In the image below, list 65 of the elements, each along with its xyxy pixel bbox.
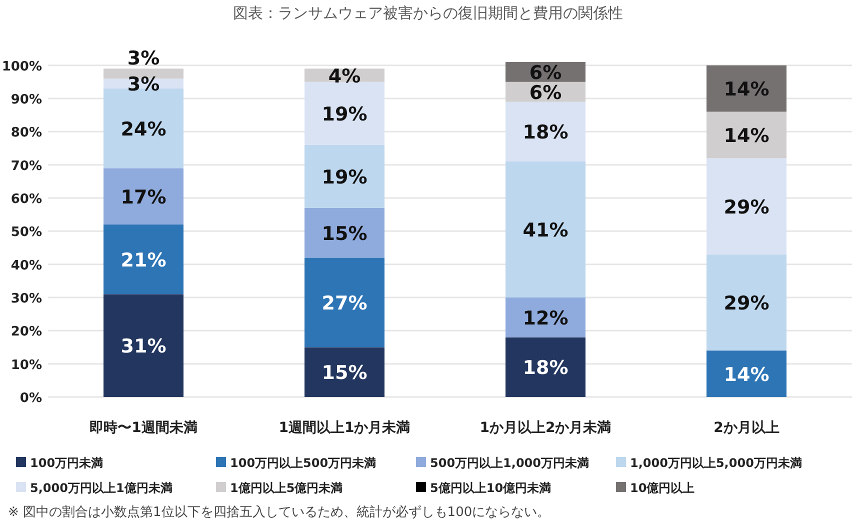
legend-label: 1億円以上5億円未満 xyxy=(230,481,343,495)
legend-label: 100万円未満 xyxy=(30,456,104,470)
legend-label: 5億円以上10億円未満 xyxy=(430,481,552,495)
data-label: 14% xyxy=(724,124,770,147)
bar xyxy=(304,82,384,145)
y-tick-label: 50% xyxy=(10,225,42,240)
data-label: 21% xyxy=(120,249,166,272)
bar xyxy=(104,168,184,225)
legend-label: 1,000万円以上5,000万円未満 xyxy=(630,456,802,470)
data-label: 3% xyxy=(127,74,160,96)
text: ※ 図中の割合は小数点第1位以下を四捨五入しているため、統計が必ずしも100にならない。 xyxy=(8,505,550,520)
x-tick-label: 1週間以上1か月未満 xyxy=(278,420,410,436)
y-tick-label: 80% xyxy=(10,126,42,141)
bar xyxy=(304,144,384,208)
x-tick-label: 1か月以上2か月未満 xyxy=(480,420,612,436)
y-tick-label: 10% xyxy=(10,358,42,373)
bar xyxy=(706,254,786,351)
data-label: 27% xyxy=(322,292,368,314)
bar xyxy=(506,162,586,298)
data-label: 17% xyxy=(120,186,166,208)
bar xyxy=(304,347,384,397)
y-tick-label: 100% xyxy=(2,59,42,74)
legend-label: 10億円以上 xyxy=(630,481,695,495)
y-tick-label: 20% xyxy=(10,324,42,340)
bar xyxy=(706,158,786,254)
data-label: 12% xyxy=(522,307,568,330)
x-tick-label: 即時〜1週間未満 xyxy=(90,420,198,436)
data-label: 15% xyxy=(322,222,368,245)
y-tick-label: 30% xyxy=(10,291,42,306)
data-label: 19% xyxy=(322,166,368,188)
bar xyxy=(104,294,184,397)
data-label: 15% xyxy=(322,362,368,384)
chart-title: 図表：ランサムウェア被害からの復旧期間と費用の関係性 xyxy=(233,4,623,22)
x-tick-label: 2か月以上 xyxy=(714,420,780,436)
bar xyxy=(104,224,184,294)
data-label: 29% xyxy=(724,292,770,314)
y-tick-label: 70% xyxy=(10,158,42,174)
y-tick-label: 90% xyxy=(10,92,42,108)
data-label: 18% xyxy=(522,122,568,144)
data-label: 29% xyxy=(724,196,770,218)
bar xyxy=(304,208,384,258)
y-tick-label: 60% xyxy=(10,192,42,207)
data-label: 14% xyxy=(724,364,770,386)
data-label: 6% xyxy=(529,62,562,84)
y-tick-label: 40% xyxy=(10,258,42,274)
data-label: 24% xyxy=(120,118,166,140)
bar xyxy=(506,102,586,162)
data-label: 14% xyxy=(724,78,770,101)
legend-label: 100万円以上500万円未満 xyxy=(230,456,376,470)
bar xyxy=(706,112,786,158)
data-label: 3% xyxy=(127,48,160,70)
legend-label: 5,000万円以上1億円未満 xyxy=(30,481,172,495)
bar xyxy=(506,337,586,397)
data-label: 31% xyxy=(120,336,166,358)
data-label: 19% xyxy=(322,103,368,126)
data-label: 41% xyxy=(522,220,568,242)
bar xyxy=(304,258,384,348)
bar xyxy=(506,297,586,338)
data-label: 4% xyxy=(328,65,361,88)
y-tick-label: 0% xyxy=(20,391,42,406)
bar xyxy=(706,350,786,397)
bar xyxy=(706,65,786,112)
legend-label: 500万円以上1,000万円未満 xyxy=(430,456,590,470)
data-label: 6% xyxy=(529,82,562,104)
data-label: 18% xyxy=(522,357,568,380)
